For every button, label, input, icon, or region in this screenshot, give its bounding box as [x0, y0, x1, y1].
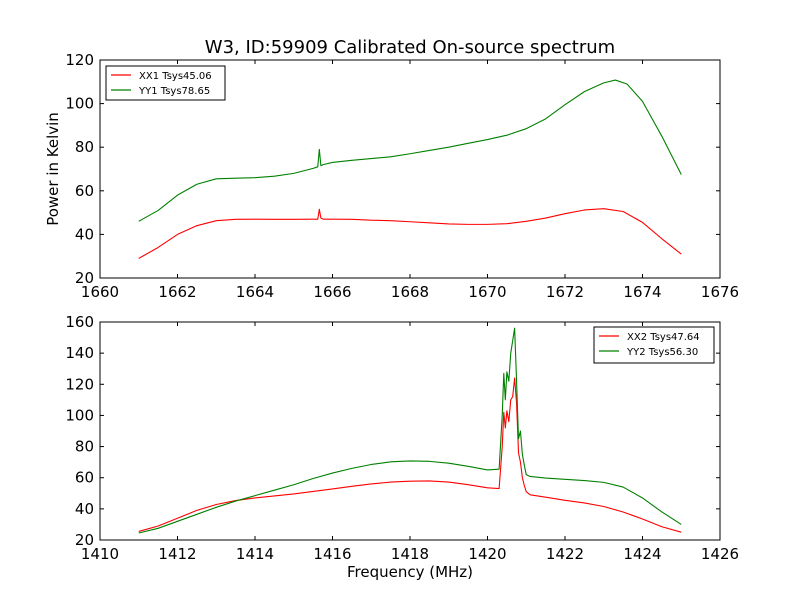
- y-tick-label: 20: [75, 531, 94, 549]
- legend-box: [593, 326, 715, 364]
- x-tick-label: 1660: [81, 283, 119, 301]
- series-line: [138, 79, 682, 222]
- x-tick-label: 1670: [468, 283, 506, 301]
- x-tick-label: 1676: [701, 283, 739, 301]
- legend: XX2 Tsys47.64 YY2 Tsys56.30: [593, 326, 715, 364]
- legend-box: [105, 65, 226, 101]
- y-tick-label: 160: [65, 313, 94, 331]
- tick-layer: 1660 1662 1664 1666 1668 1670 1672 1674 1676 20 40…: [65, 51, 739, 301]
- y-tick-label: 140: [65, 344, 94, 362]
- y-tick-label: 80: [75, 138, 94, 156]
- legend-entry: YY2 Tsys56.30: [626, 347, 698, 358]
- series-layer: [138, 327, 682, 534]
- series-line: [138, 327, 682, 534]
- series-line: [138, 377, 682, 533]
- x-tick-label: 1412: [158, 545, 196, 563]
- legend-entry: YY1 Tsys78.65: [138, 86, 210, 97]
- x-tick-label: 1672: [546, 283, 584, 301]
- x-tick-label: 1410: [81, 545, 119, 563]
- top-panel: W3, ID:59909 Calibrated On-source spectr…: [44, 37, 739, 301]
- x-tick-label: 1418: [391, 545, 429, 563]
- x-tick-label: 1422: [546, 545, 584, 563]
- x-tick-label: 1664: [236, 283, 274, 301]
- bottom-panel: Frequency (MHz) 1410 1412 1414 1416 1418 1420…: [65, 313, 739, 581]
- x-tick-label: 1416: [313, 545, 351, 563]
- x-tick-label: 1414: [236, 545, 274, 563]
- y-tick-label: 80: [75, 438, 94, 456]
- x-tick-label: 1426: [701, 545, 739, 563]
- x-tick-label: 1424: [623, 545, 661, 563]
- tick-layer: 1410 1412 1414 1416 1418 1420 1422 1424 1426 20 40…: [65, 313, 739, 563]
- y-tick-label: 40: [75, 225, 94, 243]
- y-tick-label: 100: [65, 406, 94, 424]
- y-tick-label: 120: [65, 51, 94, 69]
- x-axis-label: Frequency (MHz): [347, 563, 473, 581]
- x-tick-label: 1662: [158, 283, 196, 301]
- x-tick-label: 1668: [391, 283, 429, 301]
- x-tick-label: 1666: [313, 283, 351, 301]
- legend-entry: XX2 Tsys47.64: [627, 332, 700, 343]
- y-tick-label: 60: [75, 182, 94, 200]
- y-tick-label: 100: [65, 95, 94, 113]
- plot-frame: [99, 59, 721, 279]
- x-tick-label: 1674: [623, 283, 661, 301]
- plot-frame: [99, 321, 721, 541]
- legend: XX1 Tsys45.06 YY1 Tsys78.65: [105, 65, 226, 101]
- y-axis-label: Power in Kelvin: [44, 112, 62, 226]
- chart-title: W3, ID:59909 Calibrated On-source spectr…: [205, 37, 615, 58]
- x-tick-label: 1420: [468, 545, 506, 563]
- y-tick-label: 20: [75, 269, 94, 287]
- series-layer: [138, 79, 682, 259]
- y-tick-label: 40: [75, 500, 94, 518]
- legend-entry: XX1 Tsys45.06: [139, 71, 212, 82]
- series-line: [138, 208, 682, 259]
- y-tick-label: 60: [75, 469, 94, 487]
- y-tick-label: 120: [65, 375, 94, 393]
